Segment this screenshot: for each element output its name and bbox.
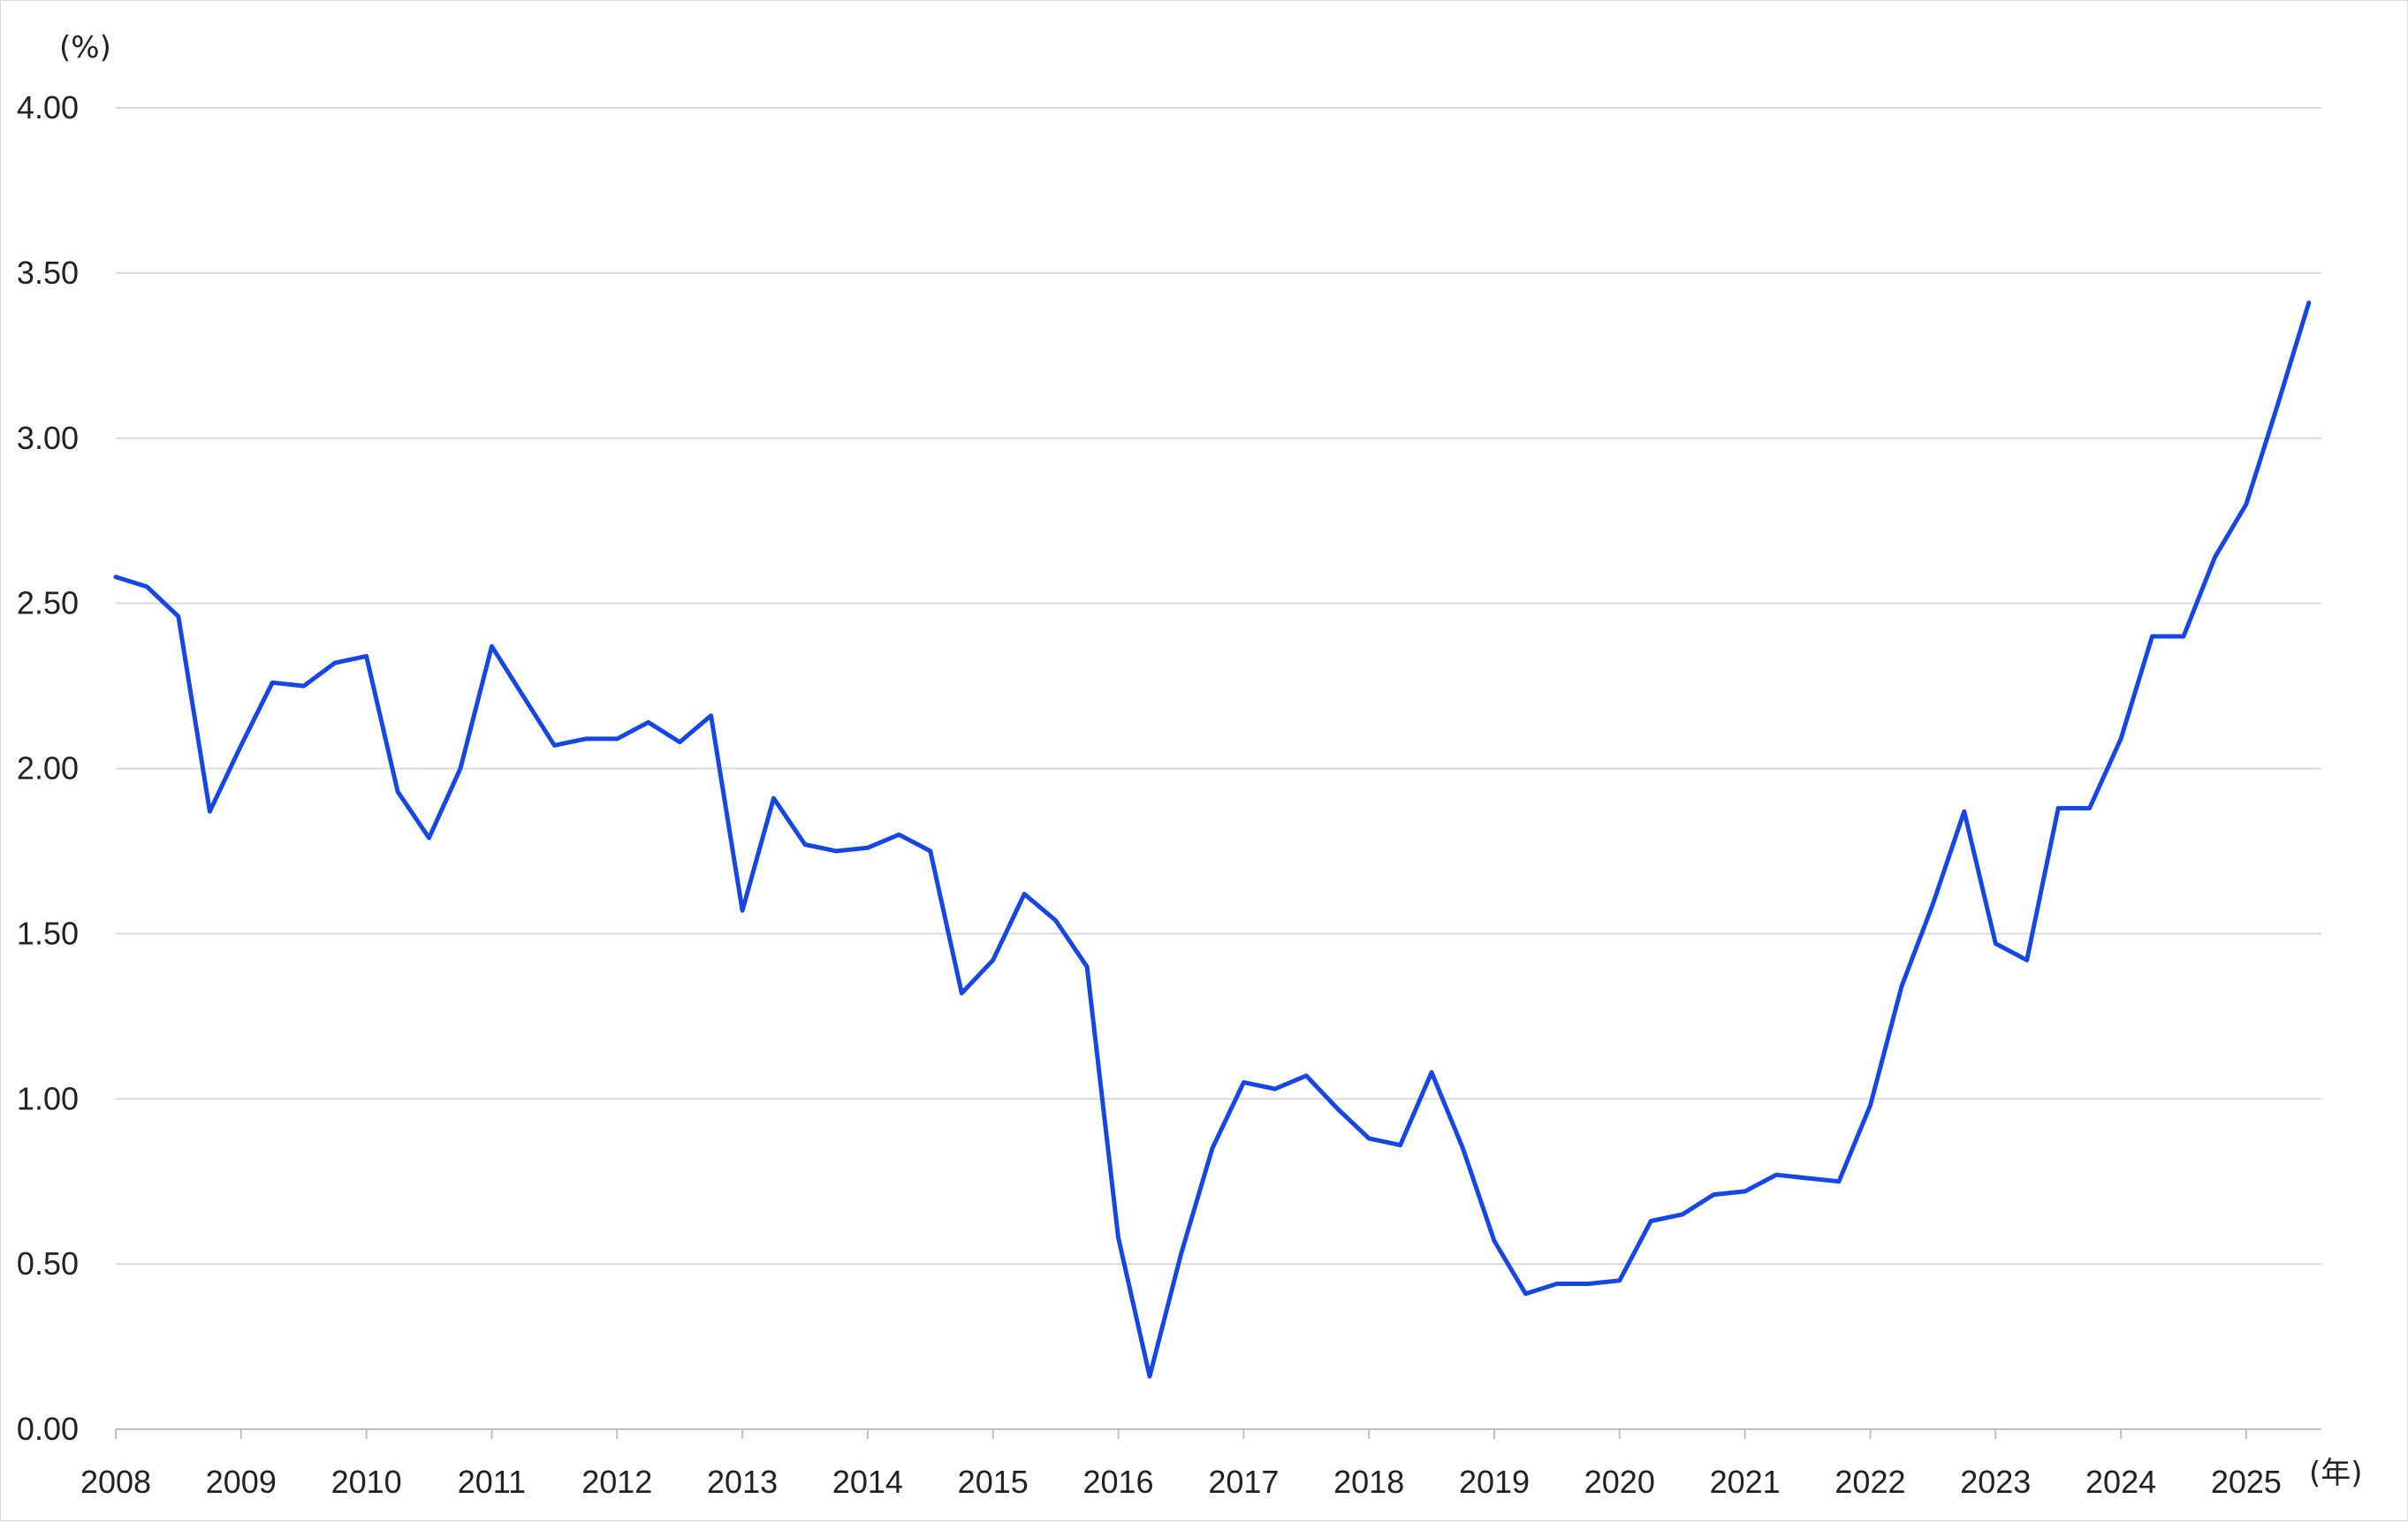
x-tick-label: 2012 xyxy=(581,1464,652,1500)
y-tick-label: 0.00 xyxy=(17,1411,79,1447)
x-tick-label: 2009 xyxy=(206,1464,277,1500)
x-axis-unit-label: (年) xyxy=(2309,1456,2363,1491)
y-tick-label: 0.50 xyxy=(17,1245,79,1282)
y-tick-label: 2.50 xyxy=(17,585,79,621)
x-tick-label: 2024 xyxy=(2085,1464,2156,1500)
x-tick-label: 2016 xyxy=(1082,1464,1153,1500)
y-axis-unit-label: (%) xyxy=(59,30,111,65)
y-tick-label: 3.50 xyxy=(17,255,79,291)
grid-lines xyxy=(116,107,2321,1266)
y-tick-label: 1.00 xyxy=(17,1080,79,1116)
y-axis-tick-labels: 0.00 0.50 1.00 1.50 2.00 2.50 3.00 3.50 4.00 xyxy=(17,89,79,1447)
series-layer xyxy=(113,301,2312,1379)
x-tick-label: 2013 xyxy=(707,1464,778,1500)
y-tick-label: 1.50 xyxy=(17,915,79,951)
x-tick-label: 2023 xyxy=(1960,1464,2031,1500)
x-tick-label: 2011 xyxy=(458,1464,526,1500)
y-tick-label: 3.00 xyxy=(17,420,79,456)
x-tick-label: 2008 xyxy=(80,1464,151,1500)
x-tick-label: 2014 xyxy=(832,1464,903,1500)
x-tick-label: 2019 xyxy=(1459,1464,1530,1500)
series-line xyxy=(113,301,2312,1379)
y-tick-label: 2.00 xyxy=(17,750,79,787)
x-tick-label: 2021 xyxy=(1710,1464,1781,1500)
x-tick-label: 2010 xyxy=(331,1464,402,1500)
x-tick-label: 2017 xyxy=(1208,1464,1279,1500)
x-tick-label: 2022 xyxy=(1834,1464,1905,1500)
x-tick-label: 2015 xyxy=(958,1464,1029,1500)
x-axis xyxy=(115,1428,2321,1439)
x-axis-tick-labels: 2008 2009 2010 2011 2012 2013 2014 2015 2016 2017… xyxy=(80,1464,2282,1500)
x-tick-label: 2018 xyxy=(1333,1464,1404,1500)
x-tick-label: 2020 xyxy=(1584,1464,1655,1500)
x-tick-label: 2025 xyxy=(2211,1464,2282,1500)
y-tick-label: 4.00 xyxy=(17,89,79,126)
